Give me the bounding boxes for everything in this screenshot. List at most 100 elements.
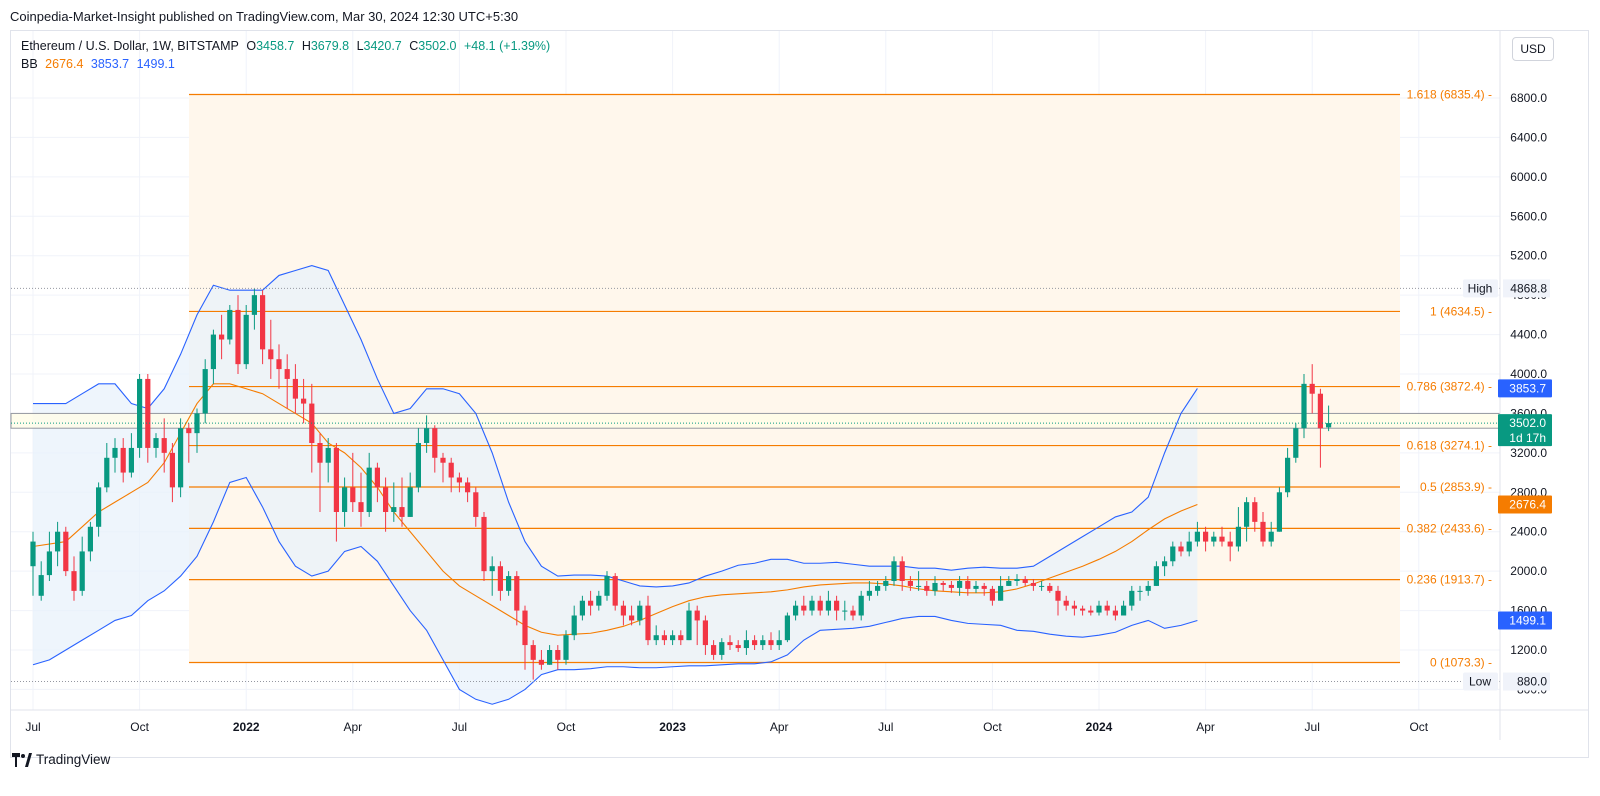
candle-body[interactable] [891,561,897,581]
candle-body[interactable] [415,443,421,488]
candle-body[interactable] [1244,502,1250,527]
candle-body[interactable] [186,428,192,434]
candle-body[interactable] [104,457,110,488]
candle-body[interactable] [694,610,700,621]
candle-body[interactable] [661,635,667,641]
candle-body[interactable] [301,398,307,404]
candle-body[interactable] [768,640,774,646]
candle-body[interactable] [1071,605,1077,609]
candle-body[interactable] [1162,561,1168,567]
candle-body[interactable] [932,582,938,591]
candle-body[interactable] [465,482,471,493]
candle-body[interactable] [858,595,864,616]
candle-body[interactable] [702,620,708,646]
candle-body[interactable] [153,438,159,448]
candle-body[interactable] [1030,582,1036,586]
candle-body[interactable] [251,295,257,315]
candle-body[interactable] [1063,600,1069,606]
candle-body[interactable] [899,561,905,581]
candle-body[interactable] [1129,590,1135,606]
candle-body[interactable] [317,443,323,463]
candle-body[interactable] [391,507,397,512]
candle-body[interactable] [169,452,175,488]
candle-body[interactable] [1276,492,1282,532]
candle-body[interactable] [752,640,758,646]
candle-body[interactable] [30,541,36,567]
candle-body[interactable] [1235,526,1241,547]
candle-body[interactable] [161,438,167,453]
candle-body[interactable] [325,447,331,463]
candle-body[interactable] [981,585,987,589]
candle-body[interactable] [678,635,684,641]
candle-body[interactable] [1014,579,1020,581]
candle-body[interactable] [46,551,52,576]
candle-body[interactable] [137,378,143,448]
candle-body[interactable] [604,576,610,596]
candle-body[interactable] [866,590,872,596]
candle-body[interactable] [260,295,266,350]
candle-body[interactable] [399,507,405,517]
candle-body[interactable] [629,615,635,621]
candle-body[interactable] [579,600,585,616]
candle-body[interactable] [506,576,512,591]
candle-body[interactable] [1022,579,1028,583]
candle-body[interactable] [96,487,102,527]
candle-body[interactable] [178,428,184,488]
candle-body[interactable] [1301,383,1307,429]
candle-body[interactable] [1203,531,1209,542]
candle-body[interactable] [276,359,282,370]
candle-body[interactable] [1080,608,1086,611]
candle-body[interactable] [497,566,503,591]
candle-body[interactable] [1317,393,1323,429]
candle-body[interactable] [407,487,413,517]
candle-body[interactable] [588,600,594,606]
candle-body[interactable] [383,487,389,512]
candle-body[interactable] [801,605,807,611]
candle-body[interactable] [653,635,659,641]
candle-body[interactable] [727,642,733,646]
candle-body[interactable] [760,640,766,646]
candle-body[interactable] [538,659,544,665]
candle-body[interactable] [776,640,782,646]
candle-body[interactable] [735,645,741,649]
candle-body[interactable] [637,605,643,621]
candle-body[interactable] [1088,610,1094,613]
candle-body[interactable] [432,428,438,458]
candle-body[interactable] [1194,531,1200,542]
candle-body[interactable] [1260,521,1266,542]
candle-body[interactable] [530,645,536,660]
candle-body[interactable] [850,610,856,616]
candle-body[interactable] [374,467,380,488]
candle-body[interactable] [1153,566,1159,586]
candle-body[interactable] [202,369,208,414]
tradingview-brand[interactable]: TradingView [12,752,110,767]
candle-body[interactable] [63,531,69,572]
candle-body[interactable] [514,576,520,611]
candle-body[interactable] [350,487,356,503]
candle-body[interactable] [645,605,651,641]
candle-body[interactable] [916,585,922,587]
candle-body[interactable] [1285,457,1291,493]
candle-body[interactable] [522,610,528,646]
candle-body[interactable] [940,582,946,585]
candle-body[interactable] [128,447,134,473]
symbol-title[interactable]: Ethereum / U.S. Dollar, 1W, BITSTAMP [21,39,239,53]
candle-body[interactable] [1252,502,1258,522]
candle-body[interactable] [87,526,93,552]
candle-body[interactable] [292,378,298,399]
candle-body[interactable] [210,334,216,370]
candle-body[interactable] [793,605,799,616]
candle-body[interactable] [38,575,44,596]
candle-body[interactable] [71,571,77,591]
candle-body[interactable] [1039,585,1045,587]
candle-body[interactable] [1112,610,1118,616]
candle-body[interactable] [55,531,61,552]
candle-body[interactable] [489,566,495,572]
candle-body[interactable] [481,516,487,572]
candle-body[interactable] [875,585,881,591]
candle-body[interactable] [711,645,717,655]
candle-body[interactable] [120,447,126,473]
candle-body[interactable] [284,369,290,379]
candle-body[interactable] [563,635,569,660]
